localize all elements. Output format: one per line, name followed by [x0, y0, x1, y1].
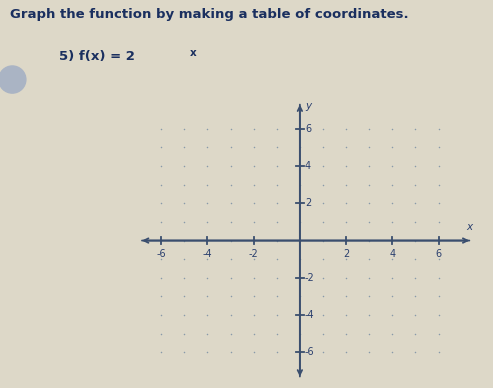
Text: 2: 2	[343, 249, 349, 259]
Text: 5) f(x) = 2: 5) f(x) = 2	[59, 50, 135, 64]
Text: -4: -4	[305, 310, 315, 320]
Text: -2: -2	[305, 273, 315, 283]
Text: y: y	[306, 102, 312, 111]
Text: Graph the function by making a table of coordinates.: Graph the function by making a table of …	[10, 8, 409, 21]
Text: x: x	[190, 48, 197, 59]
Text: 6: 6	[435, 249, 442, 259]
Text: x: x	[467, 222, 473, 232]
Text: -6: -6	[305, 347, 315, 357]
Text: -6: -6	[156, 249, 166, 259]
Text: 6: 6	[305, 124, 311, 134]
Text: -2: -2	[249, 249, 258, 259]
Text: 2: 2	[305, 198, 311, 208]
Text: 4: 4	[305, 161, 311, 171]
Text: -4: -4	[203, 249, 212, 259]
Text: 4: 4	[389, 249, 395, 259]
